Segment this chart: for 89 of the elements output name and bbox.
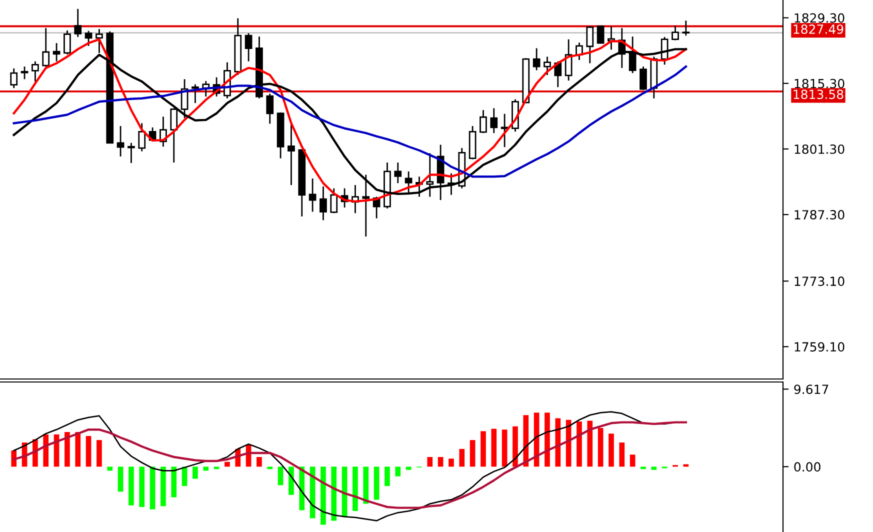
bar bbox=[331, 466, 337, 521]
candlestick bbox=[244, 32, 252, 62]
bar bbox=[203, 466, 209, 471]
bar bbox=[374, 466, 380, 500]
bar bbox=[406, 466, 412, 470]
bar bbox=[171, 466, 177, 498]
candlestick bbox=[596, 26, 604, 44]
bar bbox=[459, 448, 465, 467]
candlestick bbox=[500, 113, 508, 148]
y-tick-label: 1787.30 bbox=[794, 210, 844, 220]
bar bbox=[288, 466, 294, 495]
candlestick bbox=[20, 66, 28, 80]
bar bbox=[491, 428, 497, 467]
bar bbox=[128, 466, 134, 506]
bar bbox=[160, 466, 166, 506]
y-tick-label: 0.00 bbox=[794, 462, 820, 472]
candlestick bbox=[320, 186, 327, 221]
bar bbox=[214, 466, 220, 470]
candlestick bbox=[490, 108, 498, 134]
bar bbox=[278, 466, 284, 486]
bar bbox=[438, 457, 444, 467]
bar bbox=[395, 466, 401, 476]
y-tick-label: 1829.30 bbox=[794, 13, 844, 23]
candlestick bbox=[308, 178, 316, 212]
candlestick bbox=[394, 162, 402, 184]
bar bbox=[576, 422, 582, 467]
line-series bbox=[12, 65, 688, 178]
candlestick bbox=[682, 20, 690, 36]
candlestick bbox=[84, 30, 92, 47]
bar bbox=[512, 426, 518, 467]
bar bbox=[352, 466, 358, 512]
bar bbox=[139, 466, 145, 507]
ref-line-label: 1813.58 bbox=[794, 90, 844, 100]
bar bbox=[43, 434, 49, 467]
line-series bbox=[12, 421, 688, 509]
bar bbox=[480, 431, 486, 467]
candlestick bbox=[544, 56, 551, 76]
bar bbox=[267, 466, 273, 470]
candlestick bbox=[52, 42, 60, 62]
candlestick bbox=[170, 108, 178, 164]
bar bbox=[555, 418, 561, 467]
bar bbox=[363, 466, 369, 504]
bar bbox=[64, 432, 70, 467]
ref-line-label: 1827.49 bbox=[794, 24, 844, 34]
y-tick-label: 9.617 bbox=[794, 384, 828, 394]
candlestick bbox=[10, 68, 18, 89]
candlestick bbox=[32, 60, 39, 82]
candlestick bbox=[288, 122, 295, 186]
candlestick bbox=[128, 142, 135, 164]
bar bbox=[630, 454, 636, 467]
bar bbox=[384, 466, 390, 486]
candlestick bbox=[116, 125, 124, 158]
candlestick bbox=[42, 27, 50, 68]
bar bbox=[523, 415, 529, 467]
candlestick bbox=[564, 38, 572, 82]
bar bbox=[118, 466, 124, 492]
bar bbox=[544, 412, 550, 467]
candlestick bbox=[586, 26, 594, 64]
candlestick bbox=[74, 8, 82, 38]
y-tick-label: 1801.30 bbox=[794, 144, 844, 154]
candlestick bbox=[640, 66, 647, 91]
bar bbox=[96, 440, 102, 467]
bar bbox=[107, 466, 113, 471]
bar bbox=[256, 457, 262, 467]
bar bbox=[598, 428, 604, 467]
bar bbox=[619, 442, 625, 467]
bar bbox=[640, 466, 646, 470]
bar bbox=[427, 457, 433, 467]
bar bbox=[86, 436, 92, 467]
candlestick bbox=[532, 48, 540, 71]
bar bbox=[150, 466, 156, 510]
candlestick bbox=[266, 93, 274, 124]
y-tick-label: 1773.10 bbox=[794, 276, 844, 286]
candlestick bbox=[672, 25, 679, 41]
bar bbox=[651, 466, 657, 470]
bar bbox=[502, 430, 508, 467]
candlestick bbox=[192, 84, 199, 104]
bar bbox=[470, 440, 476, 467]
candlestick bbox=[138, 122, 146, 152]
bar bbox=[192, 466, 198, 479]
y-tick-label: 1815.30 bbox=[794, 78, 844, 88]
bar bbox=[448, 458, 454, 467]
bar bbox=[75, 432, 81, 467]
candlestick bbox=[64, 30, 71, 56]
candlestick bbox=[480, 109, 487, 134]
bar bbox=[224, 462, 230, 467]
bar bbox=[608, 434, 614, 467]
bar bbox=[320, 466, 326, 525]
y-tick-label: 1759.10 bbox=[794, 342, 844, 352]
